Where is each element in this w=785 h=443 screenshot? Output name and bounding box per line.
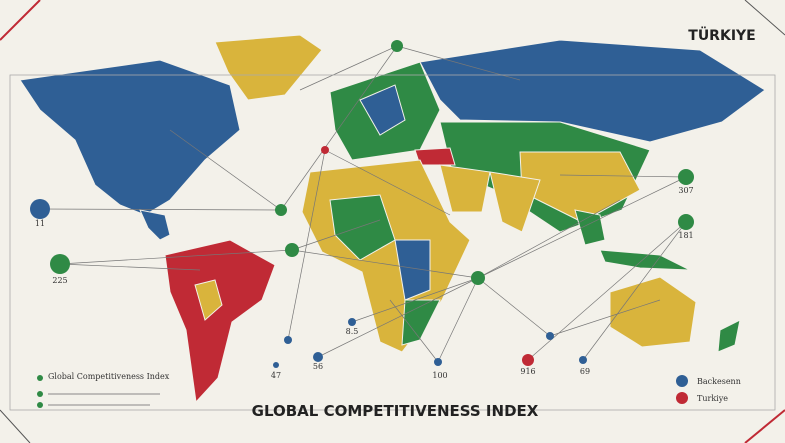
legend-title: Global Competitiveness Index bbox=[48, 372, 170, 381]
legend-label: Backesenn bbox=[697, 377, 741, 386]
land bbox=[574, 209, 606, 246]
legend-dot bbox=[37, 402, 43, 408]
link bbox=[59, 263, 201, 271]
node bbox=[30, 199, 50, 219]
node-label: 225 bbox=[52, 276, 67, 285]
node bbox=[434, 358, 442, 366]
link bbox=[291, 249, 479, 279]
node bbox=[522, 354, 534, 366]
node-label: 11 bbox=[35, 219, 45, 228]
link bbox=[324, 149, 451, 216]
link bbox=[559, 174, 687, 178]
header-title: TÜRKIYE bbox=[688, 26, 755, 44]
land bbox=[19, 59, 241, 216]
land bbox=[194, 279, 223, 321]
link bbox=[437, 277, 479, 363]
node bbox=[348, 318, 356, 326]
link bbox=[477, 176, 687, 279]
link bbox=[582, 221, 687, 361]
link bbox=[477, 277, 551, 337]
link bbox=[280, 45, 398, 211]
land bbox=[419, 39, 766, 143]
frame bbox=[9, 74, 776, 411]
legend-dot bbox=[37, 375, 43, 381]
link bbox=[299, 45, 398, 91]
node-layer: 307 181 11 225 8.5 47 56 100 916 69 bbox=[30, 40, 694, 380]
node bbox=[391, 40, 403, 52]
node bbox=[678, 214, 694, 230]
land bbox=[439, 164, 491, 213]
node bbox=[678, 169, 694, 185]
node-label: 916 bbox=[520, 367, 535, 376]
node-label: 100 bbox=[432, 371, 447, 380]
link bbox=[527, 221, 687, 361]
link bbox=[351, 277, 479, 323]
node-label: 56 bbox=[313, 362, 323, 371]
corner-line bbox=[0, 0, 41, 41]
land bbox=[489, 171, 541, 233]
link bbox=[549, 299, 661, 337]
node-label: 181 bbox=[678, 231, 693, 240]
node bbox=[50, 254, 70, 274]
land bbox=[139, 209, 171, 241]
link bbox=[169, 129, 282, 211]
land bbox=[394, 239, 431, 301]
node-label: 307 bbox=[678, 186, 693, 195]
legend-dot bbox=[37, 391, 43, 397]
link bbox=[396, 45, 521, 81]
land bbox=[717, 319, 741, 353]
link bbox=[59, 249, 293, 265]
node bbox=[471, 271, 485, 285]
link bbox=[291, 219, 381, 251]
node bbox=[284, 336, 292, 344]
link bbox=[389, 299, 439, 363]
land bbox=[599, 249, 691, 271]
node bbox=[285, 243, 299, 257]
corner-line bbox=[744, 409, 785, 443]
legend-dot bbox=[676, 392, 688, 404]
node bbox=[579, 356, 587, 364]
legend-label: Turkiye bbox=[697, 394, 728, 403]
link bbox=[317, 277, 479, 358]
node-label: 8.5 bbox=[346, 327, 359, 336]
node bbox=[321, 146, 329, 154]
legend-dot bbox=[676, 375, 688, 387]
node-label: 47 bbox=[271, 371, 281, 380]
link bbox=[477, 199, 621, 279]
node bbox=[275, 204, 287, 216]
corner-line bbox=[744, 0, 785, 36]
node bbox=[546, 332, 554, 340]
land bbox=[329, 194, 396, 261]
node bbox=[273, 362, 279, 368]
node-label: 69 bbox=[580, 367, 590, 376]
land bbox=[401, 299, 441, 346]
node bbox=[313, 352, 323, 362]
land bbox=[359, 84, 406, 136]
footer-title: GLOBAL COMPETITIVENESS INDEX bbox=[252, 402, 539, 420]
land bbox=[214, 34, 323, 101]
corner-line bbox=[0, 409, 31, 443]
link bbox=[39, 208, 282, 211]
link-layer bbox=[39, 45, 687, 363]
